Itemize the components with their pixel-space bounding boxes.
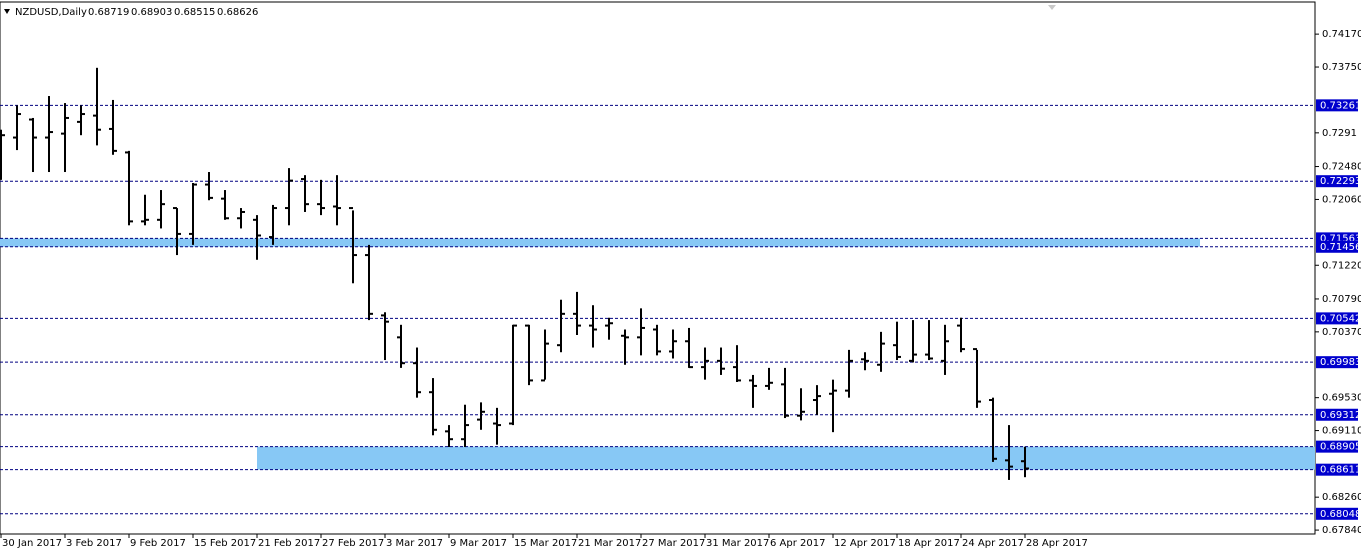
x-tick-label: 3 Feb 2017: [66, 538, 122, 549]
scroll-marker[interactable]: [1048, 5, 1056, 10]
x-tick-label: 9 Feb 2017: [130, 538, 186, 549]
level-label: 0.71456: [1320, 242, 1361, 253]
level-label-box: [1316, 240, 1358, 253]
header-high: 0.68903: [131, 7, 172, 18]
level-label-box: [1316, 175, 1358, 188]
level-label: 0.72293: [1320, 176, 1361, 187]
level-label: 0.73261: [1320, 100, 1361, 111]
level-label: 0.70542: [1320, 313, 1361, 324]
x-tick-label: 15 Mar 2017: [514, 538, 577, 549]
y-tick-label: 0.7291: [1322, 128, 1357, 139]
x-tick-label: 28 Apr 2017: [1026, 538, 1088, 549]
level-label: 0.69983: [1320, 357, 1361, 368]
chart-title: NZDUSD,Daily: [15, 7, 87, 18]
level-label-box: [1316, 99, 1358, 112]
plot-area: [0, 1, 1316, 535]
x-tick-label: 9 Mar 2017: [450, 538, 507, 549]
level-label: 0.69312: [1320, 410, 1361, 421]
x-tick-label: 15 Feb 2017: [194, 538, 256, 549]
y-tick-label: 0.72480: [1322, 162, 1361, 173]
zone: [257, 446, 1315, 470]
level-label-box: [1316, 507, 1358, 520]
y-tick-label: 0.70790: [1322, 294, 1361, 305]
header-low: 0.68515: [174, 7, 215, 18]
x-tick-label: 30 Jan 2017: [2, 538, 62, 549]
header-close: 0.68626: [217, 7, 258, 18]
x-tick-label: 27 Feb 2017: [322, 538, 384, 549]
level-label-box: [1316, 463, 1358, 476]
x-tick-label: 21 Feb 2017: [258, 538, 320, 549]
menu-triangle[interactable]: [4, 9, 10, 14]
x-tick-label: 6 Apr 2017: [770, 538, 825, 549]
level-label-box: [1316, 356, 1358, 369]
level-label: 0.71563: [1320, 233, 1361, 244]
x-tick-label: 24 Apr 2017: [962, 538, 1024, 549]
level-label-box: [1316, 408, 1358, 421]
header-open: 0.68719: [88, 7, 129, 18]
x-tick-label: 21 Mar 2017: [578, 538, 641, 549]
y-tick-label: 0.67840: [1322, 525, 1361, 536]
level-label: 0.68048: [1320, 509, 1361, 520]
x-tick-label: 31 Mar 2017: [706, 538, 769, 549]
y-tick-label: 0.69110: [1322, 426, 1361, 437]
level-label: 0.68905: [1320, 442, 1361, 453]
level-label-box: [1316, 312, 1358, 325]
y-tick-label: 0.71220: [1322, 260, 1361, 271]
x-tick-label: 27 Mar 2017: [642, 538, 705, 549]
x-tick-label: 12 Apr 2017: [834, 538, 896, 549]
level-label-box: [1316, 440, 1358, 453]
x-tick-label: 18 Apr 2017: [898, 538, 960, 549]
y-tick-label: 0.70370: [1322, 327, 1361, 338]
x-tick-label: 3 Mar 2017: [386, 538, 443, 549]
y-tick-label: 0.72060: [1322, 194, 1361, 205]
y-tick-label: 0.68260: [1322, 492, 1361, 503]
y-tick-label: 0.74170: [1322, 29, 1361, 40]
y-tick-label: 0.69530: [1322, 393, 1361, 404]
zone: [0, 238, 1200, 247]
level-label: 0.68611: [1320, 465, 1361, 476]
y-tick-label: 0.73750: [1322, 62, 1361, 73]
